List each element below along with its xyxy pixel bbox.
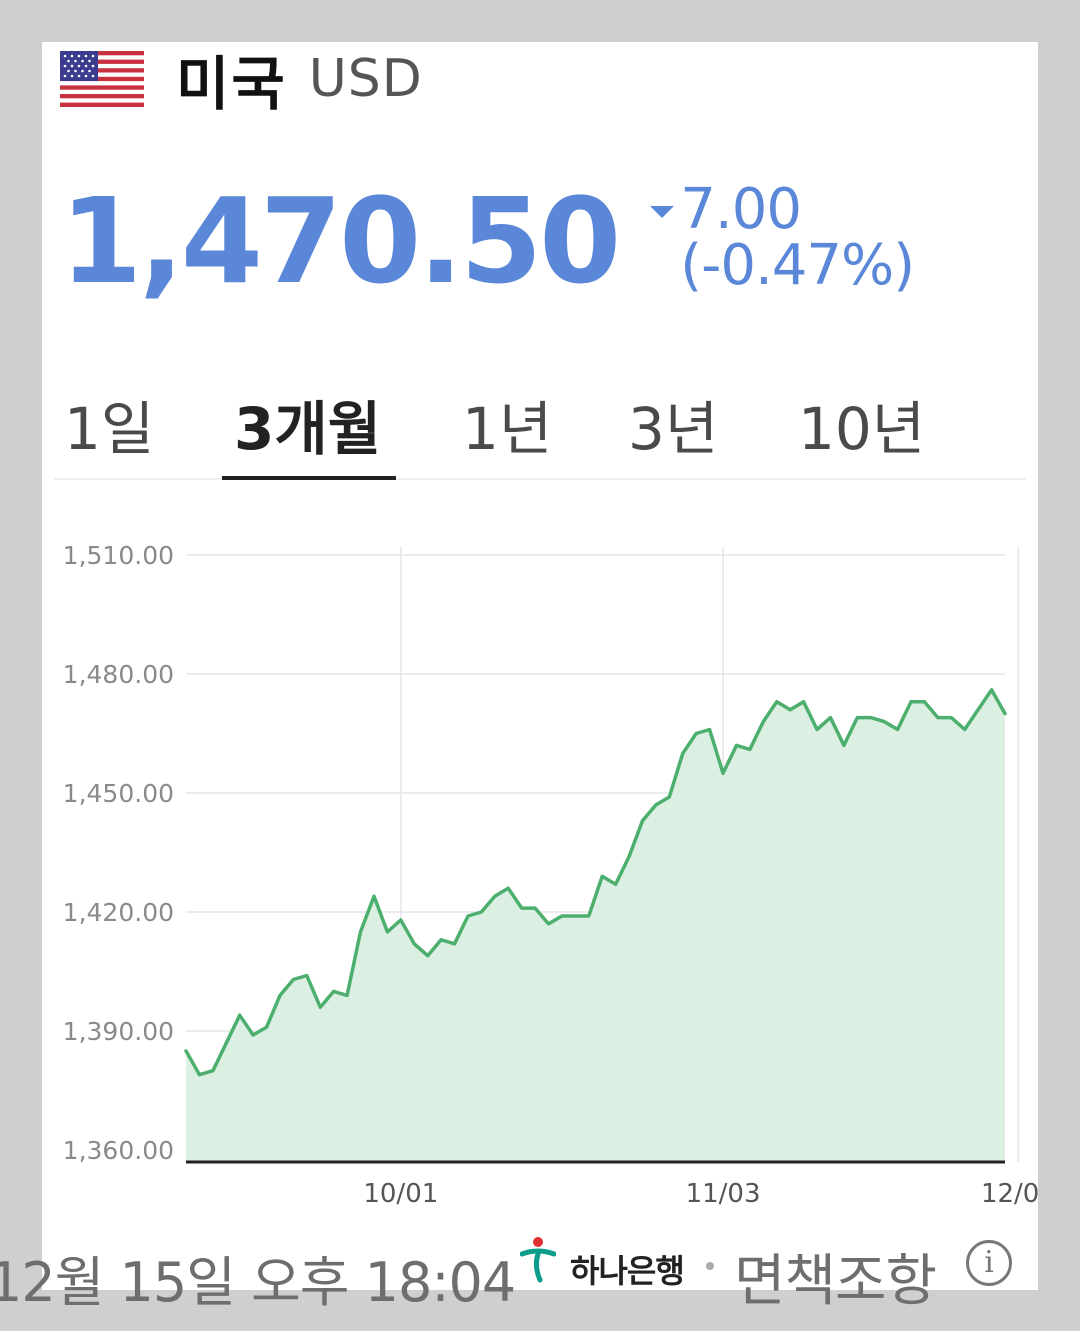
rate-change: 7.00 (-0.47%) xyxy=(680,177,915,298)
info-icon[interactable]: i xyxy=(966,1240,1012,1286)
data-point xyxy=(573,914,577,918)
hana-bank-logo-icon xyxy=(520,1237,556,1283)
country-name: 미국 xyxy=(176,50,287,118)
data-point xyxy=(976,708,980,712)
data-point xyxy=(359,930,362,934)
disclaimer-link[interactable]: 면책조항 xyxy=(734,1249,937,1314)
data-point xyxy=(184,1049,188,1053)
update-timestamp: 12월 15일 오후 18:04 xyxy=(0,1251,516,1314)
tab-3-years[interactable]: 3년 xyxy=(628,395,719,463)
x-tick-label: 12/01 xyxy=(981,1179,1038,1209)
data-point xyxy=(587,914,591,918)
y-tick-label: 1,450.00 xyxy=(63,779,174,808)
data-point xyxy=(251,1033,255,1037)
y-tick-label: 1,360.00 xyxy=(63,1136,174,1165)
active-tab-indicator xyxy=(222,476,396,480)
data-point xyxy=(842,743,846,747)
data-point xyxy=(479,910,483,914)
data-point xyxy=(802,700,806,704)
data-point xyxy=(936,716,940,720)
y-tick-label: 1,480.00 xyxy=(63,660,174,689)
data-point xyxy=(305,974,309,977)
data-point xyxy=(439,938,443,942)
currency-header: 미국 USD xyxy=(60,48,423,118)
x-tick-label: 10/01 xyxy=(363,1179,438,1209)
data-point xyxy=(694,732,698,735)
tab-10-years[interactable]: 10년 xyxy=(798,395,926,463)
data-point xyxy=(614,882,618,886)
data-point xyxy=(641,819,644,823)
data-point xyxy=(1003,712,1007,716)
us-flag-icon xyxy=(60,51,144,107)
quote-row: 1,470.50 7.00 (-0.47%) xyxy=(60,160,1038,310)
data-point xyxy=(426,954,430,958)
data-point xyxy=(197,1073,201,1077)
period-tabs: 1일 3개월 1년 3년 10년 xyxy=(54,372,1026,480)
currency-code: USD xyxy=(308,49,423,109)
data-point xyxy=(318,1005,322,1009)
data-point xyxy=(896,728,900,731)
y-tick-label: 1,390.00 xyxy=(63,1017,174,1046)
data-point xyxy=(909,700,913,704)
data-point xyxy=(466,914,470,918)
data-point xyxy=(990,688,994,692)
data-point xyxy=(708,728,712,731)
data-point xyxy=(654,803,658,807)
data-point xyxy=(748,747,752,751)
data-point xyxy=(721,771,725,775)
data-point xyxy=(399,918,403,922)
data-point xyxy=(855,716,859,720)
current-rate: 1,470.50 xyxy=(60,172,621,310)
rate-chart[interactable]: 1,360.00 1,390.00 1,420.00 1,450.00 1,480.00… xyxy=(42,42,1038,1290)
data-point xyxy=(533,906,537,910)
series-line xyxy=(184,688,1007,1077)
tab-1-day[interactable]: 1일 xyxy=(64,395,155,463)
tab-1-year[interactable]: 1년 xyxy=(462,395,553,463)
y-tick-label: 1,420.00 xyxy=(63,898,174,927)
data-point xyxy=(882,720,886,724)
data-point xyxy=(775,700,779,704)
data-point xyxy=(278,993,282,997)
y-tick-label: 1,510.00 xyxy=(63,541,174,570)
data-point xyxy=(788,708,792,712)
data-point xyxy=(963,728,967,731)
data-point xyxy=(493,894,497,898)
data-point xyxy=(869,716,873,720)
footer: 12월 15일 오후 18:04 하나은행 면책조항 i xyxy=(0,1226,1080,1314)
data-point xyxy=(667,795,671,799)
exchange-rate-card: 미국 USD 1,470.50 7.00 (-0.47%) 1일 3개월 1년 … xyxy=(42,42,1038,1290)
data-point xyxy=(224,1041,228,1045)
data-point xyxy=(600,874,604,878)
data-point xyxy=(506,886,510,890)
data-point xyxy=(560,914,564,918)
data-point xyxy=(815,728,819,731)
data-point xyxy=(547,922,550,926)
separator-dot xyxy=(706,1262,714,1270)
data-point xyxy=(265,1025,269,1029)
data-point xyxy=(520,906,524,910)
data-point xyxy=(681,751,685,755)
data-point xyxy=(761,720,765,724)
data-point xyxy=(949,716,953,720)
bank-name: 하나은행 xyxy=(570,1252,685,1290)
data-point xyxy=(627,855,631,858)
data-point xyxy=(372,894,376,898)
data-point xyxy=(345,993,349,997)
data-point xyxy=(332,989,336,993)
data-point xyxy=(735,743,738,747)
data-point xyxy=(291,978,295,981)
data-point xyxy=(211,1069,215,1073)
data-point xyxy=(922,700,926,704)
area-fill xyxy=(186,689,1005,1162)
data-point xyxy=(385,930,389,934)
data-point xyxy=(453,942,456,946)
tab-3-months[interactable]: 3개월 xyxy=(234,395,382,463)
data-point xyxy=(829,716,832,720)
down-arrow-icon xyxy=(650,206,675,218)
data-point xyxy=(238,1013,242,1017)
data-point xyxy=(412,942,416,946)
x-tick-label: 11/03 xyxy=(686,1179,761,1209)
